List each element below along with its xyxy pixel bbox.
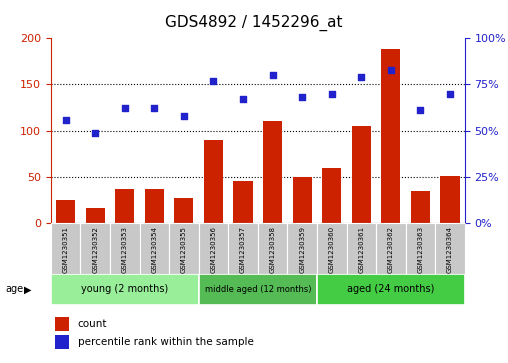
Text: aged (24 months): aged (24 months)	[347, 285, 434, 294]
Bar	[110, 223, 140, 274]
Text: ▶: ▶	[24, 285, 31, 294]
Bar	[382, 49, 400, 223]
Bar	[228, 223, 258, 274]
Bar	[199, 274, 317, 305]
Text: GSM1230355: GSM1230355	[181, 226, 187, 273]
Text: count: count	[78, 319, 107, 329]
Text: GSM1230361: GSM1230361	[358, 226, 364, 273]
Bar	[55, 335, 70, 349]
Bar	[51, 223, 80, 274]
Text: middle aged (12 months): middle aged (12 months)	[205, 285, 311, 294]
Bar	[440, 176, 460, 223]
Point	[209, 78, 217, 83]
Bar	[317, 274, 465, 305]
Point	[180, 113, 188, 119]
Text: GSM1230352: GSM1230352	[92, 226, 98, 273]
Text: GSM1230358: GSM1230358	[270, 226, 276, 273]
Text: age: age	[5, 285, 23, 294]
Bar	[51, 274, 199, 305]
Text: GSM1230360: GSM1230360	[329, 226, 335, 273]
Text: GSM1230362: GSM1230362	[388, 226, 394, 273]
Text: GSM1230353: GSM1230353	[122, 226, 128, 273]
Bar	[317, 223, 346, 274]
Bar	[258, 223, 288, 274]
Bar	[145, 189, 164, 223]
Text: GSM1230359: GSM1230359	[299, 226, 305, 273]
Bar	[322, 168, 341, 223]
Point	[298, 94, 306, 100]
Point	[328, 91, 336, 97]
Bar	[204, 140, 223, 223]
Text: GSM1230364: GSM1230364	[447, 226, 453, 273]
Point	[121, 106, 129, 111]
Bar	[80, 223, 110, 274]
Bar	[406, 223, 435, 274]
Bar	[174, 198, 194, 223]
Bar	[169, 223, 199, 274]
Bar	[293, 177, 312, 223]
Point	[446, 91, 454, 97]
Bar	[140, 223, 169, 274]
Text: GSM1230354: GSM1230354	[151, 226, 157, 273]
Bar	[346, 223, 376, 274]
Bar	[411, 191, 430, 223]
Bar	[288, 223, 317, 274]
Bar	[85, 208, 105, 223]
Text: GDS4892 / 1452296_at: GDS4892 / 1452296_at	[165, 15, 343, 31]
Bar	[115, 189, 134, 223]
Text: young (2 months): young (2 months)	[81, 285, 168, 294]
Bar	[376, 223, 406, 274]
Point	[387, 67, 395, 73]
Bar	[55, 317, 70, 331]
Text: GSM1230351: GSM1230351	[62, 226, 69, 273]
Bar	[352, 126, 371, 223]
Text: GSM1230356: GSM1230356	[210, 226, 216, 273]
Bar	[56, 200, 75, 223]
Text: GSM1230363: GSM1230363	[418, 226, 424, 273]
Point	[61, 117, 70, 122]
Point	[357, 74, 365, 80]
Text: percentile rank within the sample: percentile rank within the sample	[78, 337, 253, 347]
Bar	[233, 181, 252, 223]
Bar	[435, 223, 465, 274]
Point	[91, 130, 99, 135]
Point	[417, 107, 425, 113]
Point	[150, 106, 158, 111]
Bar	[263, 121, 282, 223]
Point	[239, 96, 247, 102]
Point	[269, 72, 277, 78]
Text: GSM1230357: GSM1230357	[240, 226, 246, 273]
Bar	[199, 223, 228, 274]
